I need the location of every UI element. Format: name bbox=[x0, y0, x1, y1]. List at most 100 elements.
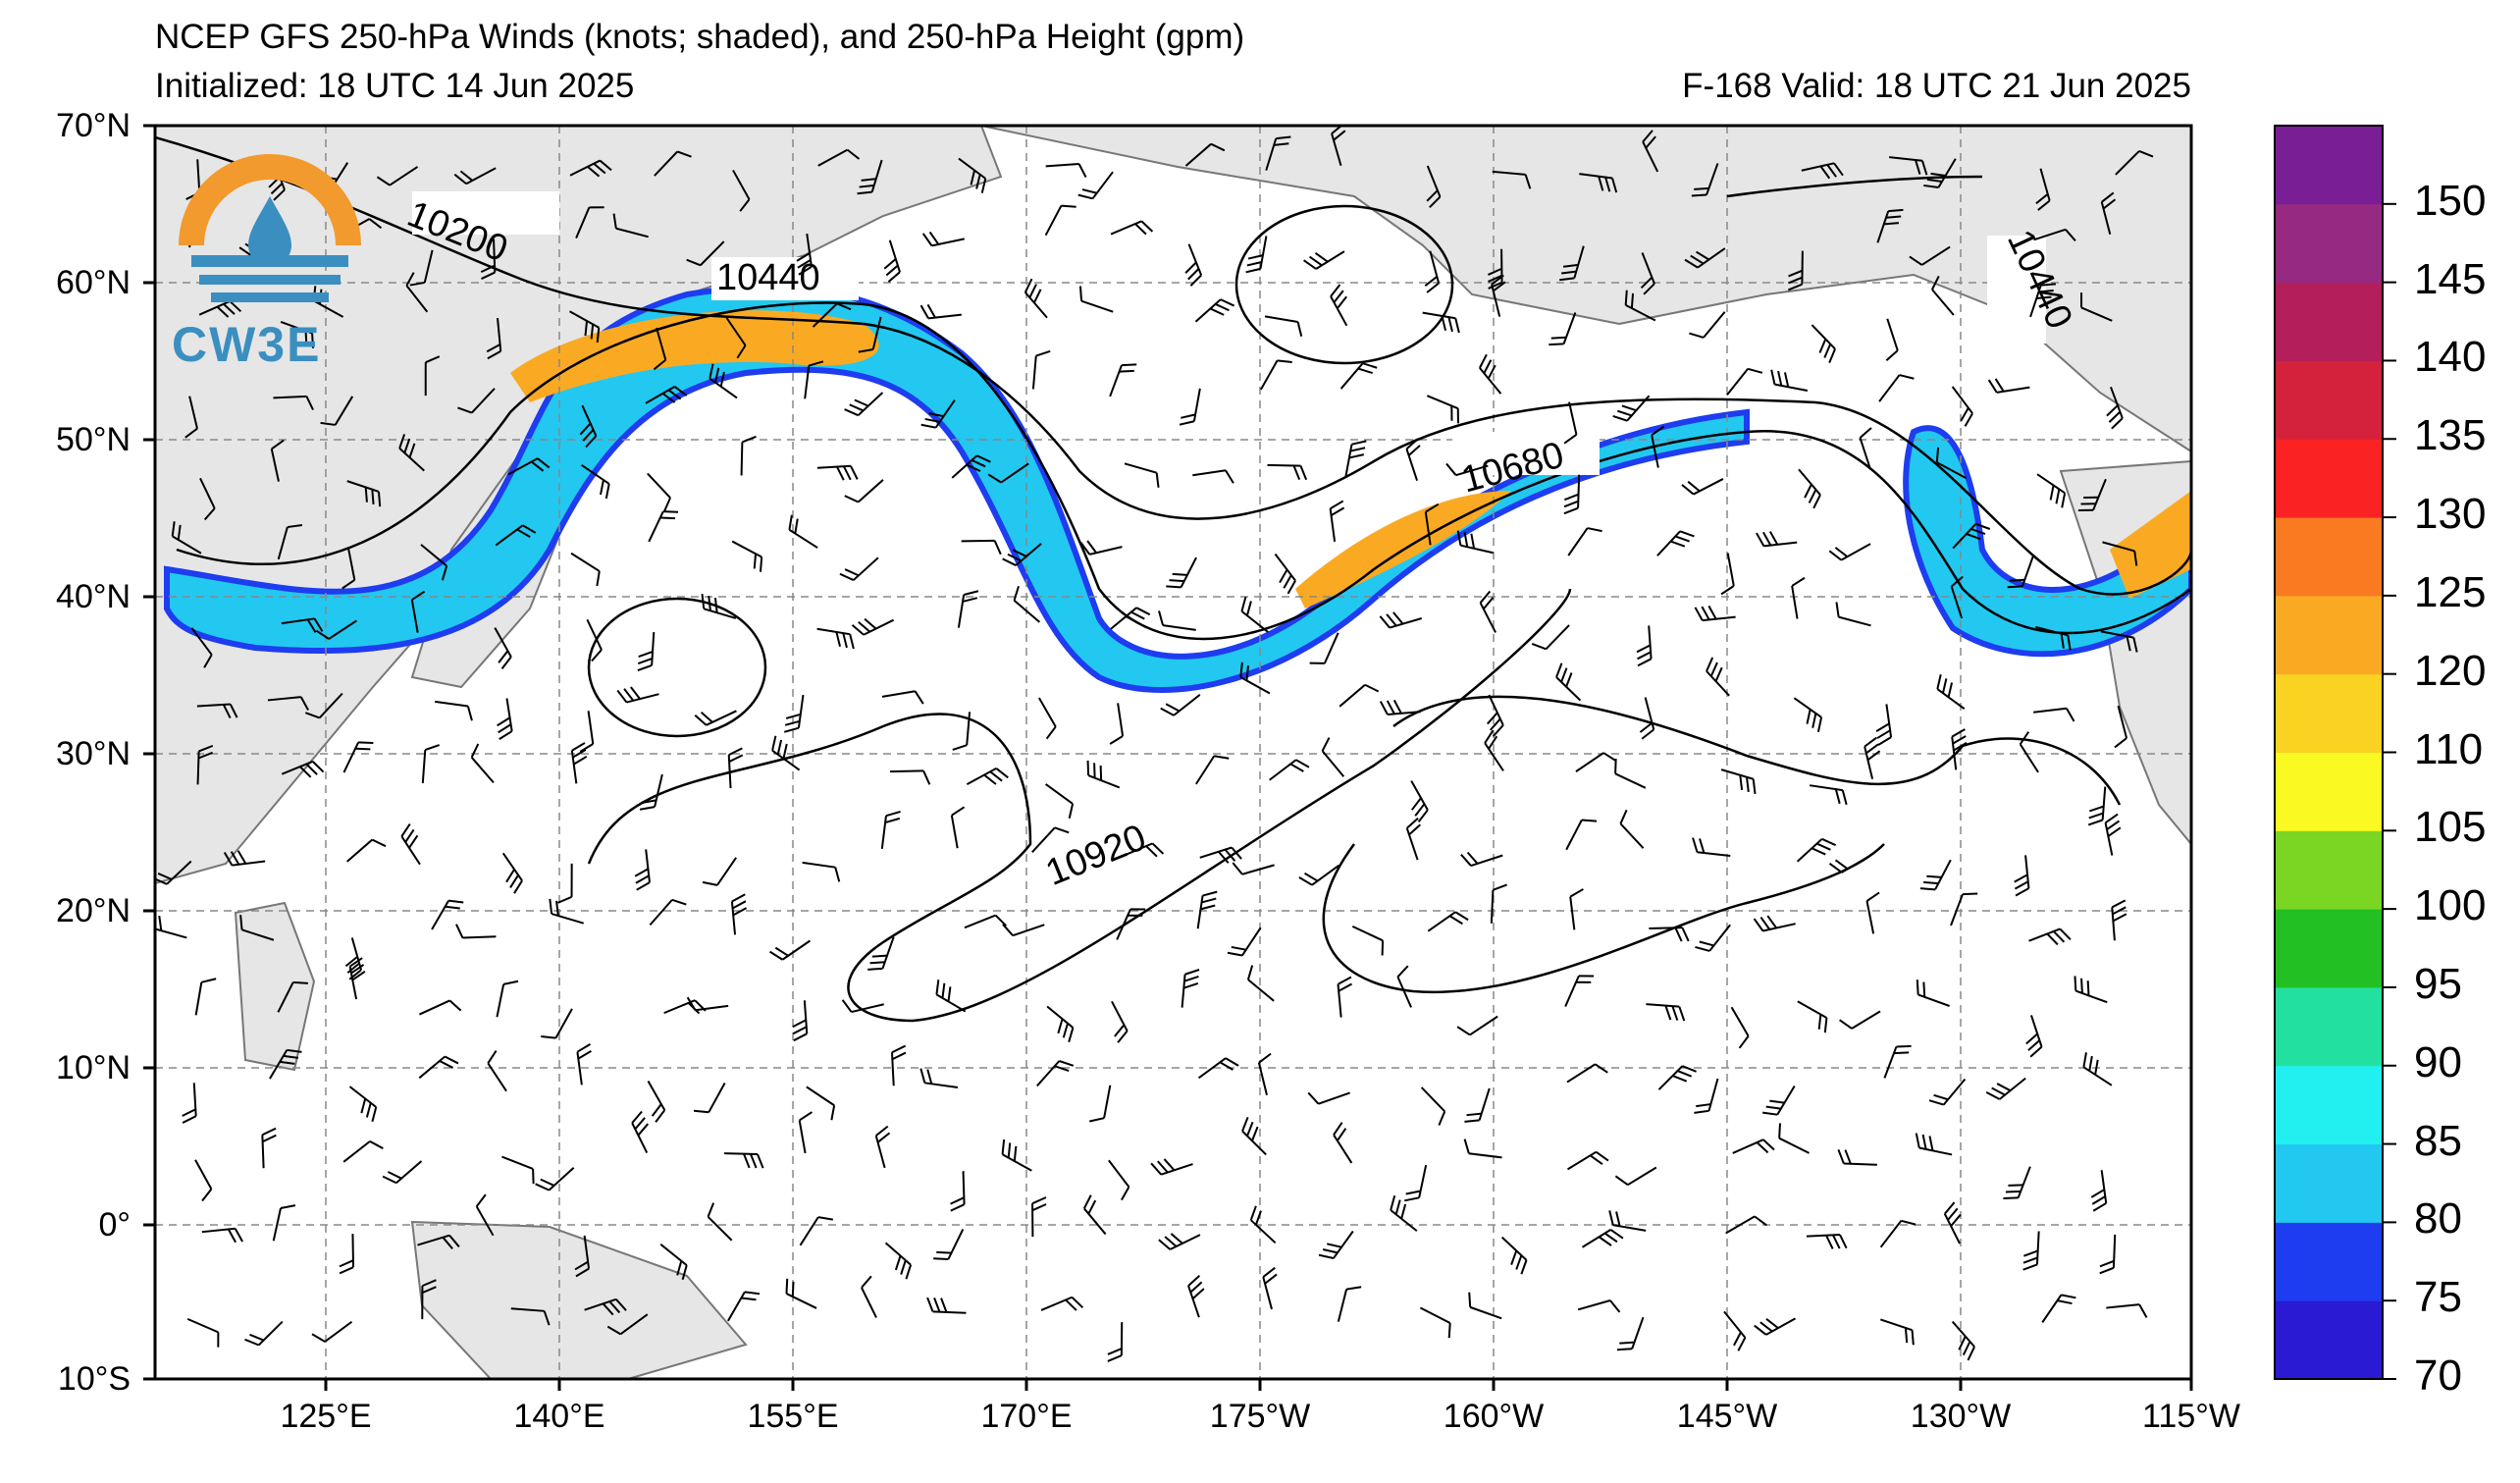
wind-barb bbox=[1405, 438, 1421, 481]
wind-barb bbox=[398, 434, 425, 472]
wind-barb bbox=[2115, 149, 2154, 176]
wind-barb bbox=[2022, 1231, 2040, 1271]
wind-barb bbox=[1657, 1065, 1697, 1090]
lat-label: 50°N bbox=[56, 421, 131, 458]
wind-barb bbox=[1031, 1196, 1047, 1238]
wind-barb bbox=[2106, 1303, 2148, 1318]
wind-barb bbox=[880, 810, 901, 850]
wind-barb bbox=[921, 231, 965, 247]
wind-barb bbox=[1468, 1292, 1502, 1320]
wind-barb bbox=[2029, 283, 2057, 318]
wind-barb bbox=[410, 590, 426, 633]
wind-barb bbox=[1806, 1234, 1848, 1249]
wind-barb bbox=[417, 1234, 460, 1249]
wind-barb bbox=[584, 1298, 627, 1316]
colorbar-label: 85 bbox=[2414, 1116, 2462, 1165]
wind-barb bbox=[1577, 1299, 1621, 1313]
wind-barb bbox=[581, 464, 610, 500]
wind-barb bbox=[1318, 1230, 1354, 1259]
wind-barb bbox=[1379, 611, 1423, 629]
wind-barb bbox=[919, 303, 962, 320]
wind-barb bbox=[950, 1171, 966, 1212]
wind-barb bbox=[1581, 1229, 1624, 1248]
wind-barb bbox=[1566, 1150, 1609, 1171]
wind-barb bbox=[1951, 386, 1973, 427]
wind-barb bbox=[1579, 173, 1618, 193]
land-philippines bbox=[234, 901, 316, 1072]
wind-barb bbox=[926, 1297, 967, 1314]
wind-barb bbox=[1612, 395, 1651, 422]
wind-barb bbox=[1426, 165, 1442, 209]
wind-barb bbox=[421, 1279, 437, 1320]
wind-barb bbox=[1245, 236, 1268, 274]
axis-ticks bbox=[143, 124, 2193, 1391]
wind-barb bbox=[702, 857, 737, 886]
wind-barb bbox=[586, 618, 603, 662]
wind-barb bbox=[1089, 1085, 1112, 1123]
wind-barb bbox=[639, 773, 663, 811]
wind-barb bbox=[435, 700, 473, 721]
wind-barb bbox=[958, 157, 987, 193]
wind-barb bbox=[1111, 1000, 1129, 1043]
wind-barb bbox=[2099, 1234, 2117, 1275]
wind-barb bbox=[732, 169, 751, 212]
wind-barb bbox=[1756, 531, 1798, 548]
initialized-time: Initialized: 18 UTC 14 Jun 2025 bbox=[155, 67, 635, 105]
cw3e-logo-icon bbox=[179, 154, 361, 302]
wind-barb bbox=[804, 360, 824, 399]
wind-barb bbox=[1307, 1091, 1350, 1105]
wind-barb bbox=[2033, 707, 2075, 722]
wind-barb bbox=[785, 1278, 817, 1309]
wind-barb bbox=[497, 698, 513, 740]
wind-barb bbox=[1166, 556, 1197, 589]
wind-barb bbox=[731, 540, 763, 572]
wind-barb bbox=[382, 1160, 423, 1185]
colorbar-label: 70 bbox=[2414, 1351, 2462, 1400]
lon-label: 170°E bbox=[980, 1398, 1073, 1435]
wind-barb bbox=[1624, 290, 1656, 322]
wind-barb bbox=[1337, 1286, 1362, 1322]
lon-label: 145°W bbox=[1676, 1398, 1778, 1435]
colorbar-label: 130 bbox=[2414, 490, 2487, 539]
wind-barb bbox=[501, 1155, 535, 1185]
wind-barb bbox=[272, 1204, 296, 1242]
wind-barb bbox=[418, 999, 462, 1016]
wind-barb bbox=[933, 1228, 965, 1260]
wind-barb bbox=[1608, 1210, 1647, 1232]
wind-barb bbox=[1260, 359, 1292, 391]
wind-barb bbox=[1031, 826, 1070, 853]
wind-barb bbox=[1274, 553, 1296, 595]
chart-title: NCEP GFS 250-hPa Winds (knots; shaded), … bbox=[155, 18, 1245, 56]
wind-barb bbox=[2033, 228, 2076, 241]
lat-label: 40°N bbox=[56, 578, 131, 615]
wind-barb bbox=[2082, 1052, 2113, 1086]
land-newguinea bbox=[410, 1220, 748, 1379]
wind-barb bbox=[239, 915, 275, 941]
wind-barb bbox=[1330, 284, 1348, 327]
wind-barb bbox=[1269, 759, 1310, 781]
wind-barb bbox=[1036, 1060, 1075, 1087]
wind-barb bbox=[194, 1159, 213, 1202]
wind-barb bbox=[496, 980, 519, 1018]
wind-barb bbox=[771, 735, 801, 771]
wind-barb bbox=[1321, 737, 1345, 777]
wind-barb bbox=[647, 472, 671, 512]
wind-barb bbox=[1239, 662, 1271, 695]
wind-barb bbox=[575, 206, 604, 238]
wind-barb bbox=[1046, 1005, 1075, 1042]
wind-barb bbox=[1778, 1123, 1811, 1154]
jet-core-east bbox=[2110, 491, 2191, 599]
wind-barb bbox=[2074, 976, 2108, 1004]
wind-barb bbox=[1077, 171, 1114, 200]
wind-barb bbox=[199, 477, 216, 521]
wind-barb bbox=[2041, 1294, 2076, 1323]
wind-barb bbox=[244, 1320, 284, 1347]
wind-barb bbox=[1875, 704, 1893, 746]
wind-barb bbox=[964, 914, 1008, 929]
wind-barb bbox=[1563, 401, 1578, 445]
wind-barb bbox=[2111, 899, 2127, 941]
wind-barb bbox=[606, 1313, 649, 1336]
wind-barb bbox=[1490, 883, 1508, 924]
wind-barb bbox=[1651, 425, 1665, 468]
